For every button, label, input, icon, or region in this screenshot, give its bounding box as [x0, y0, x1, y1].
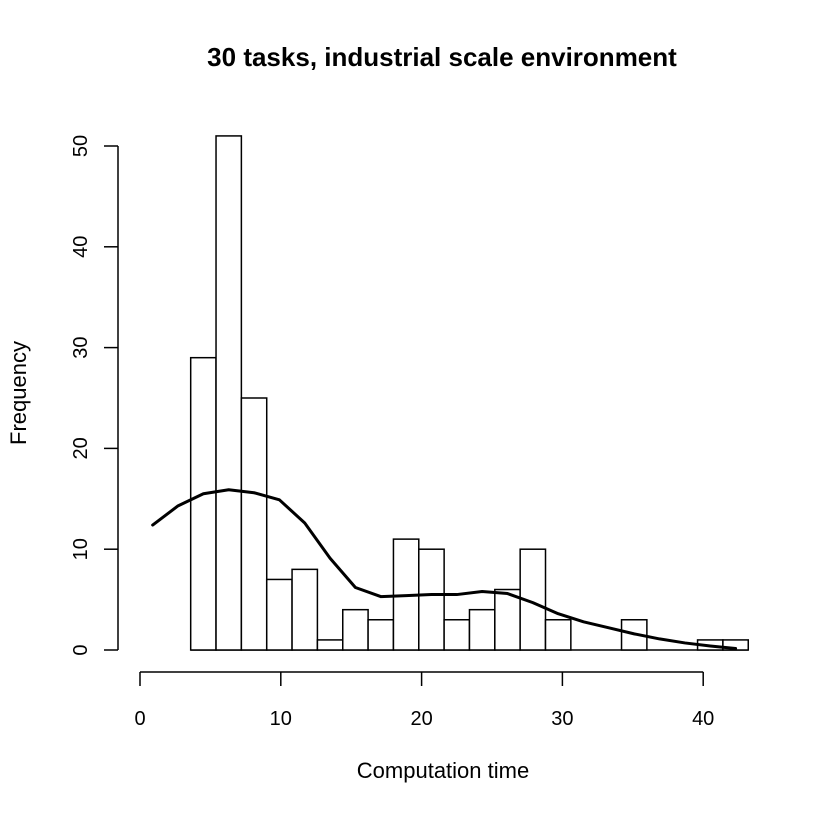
density-curve-line: [151, 488, 738, 650]
y-tick-label-40: 40: [70, 236, 92, 258]
histogram-bar-1: [215, 135, 243, 651]
histogram-bar-7: [367, 619, 395, 651]
histogram-bar-0: [189, 356, 217, 651]
histogram-bar-6: [342, 608, 369, 651]
chart-title: 30 tasks, industrial scale environment: [207, 42, 677, 72]
histogram-bar-14: [544, 619, 572, 651]
x-tick-label-40: 40: [692, 708, 714, 730]
histogram-bar-5: [316, 639, 344, 651]
histogram-bar-4: [291, 568, 319, 651]
y-tick-label-0: 0: [70, 644, 92, 655]
y-tick-label-50: 50: [70, 135, 92, 157]
histogram-bar-11: [468, 608, 496, 651]
x-tick-label-10: 10: [270, 708, 292, 730]
y-tick-label-10: 10: [70, 538, 92, 560]
histogram-bar-17: [722, 639, 750, 651]
histogram-bar-10: [443, 619, 471, 651]
y-axis: 0 10 20 30 40 50: [70, 135, 119, 656]
x-tick-label-0: 0: [134, 708, 145, 730]
x-axis-label: Computation time: [357, 758, 529, 783]
y-axis-label: Frequency: [6, 341, 31, 445]
y-tick-label-20: 20: [70, 437, 92, 459]
bars: [189, 135, 750, 651]
x-tick-label-30: 30: [551, 708, 573, 730]
histogram-bar-9: [418, 548, 445, 651]
histogram-bar-12: [494, 588, 521, 651]
x-axis: 0 10 20 30 40: [134, 671, 714, 730]
histogram-bar-3: [265, 578, 293, 651]
y-tick-label-30: 30: [70, 336, 92, 358]
histogram-bar-2: [240, 397, 268, 651]
x-tick-label-20: 20: [410, 708, 432, 730]
